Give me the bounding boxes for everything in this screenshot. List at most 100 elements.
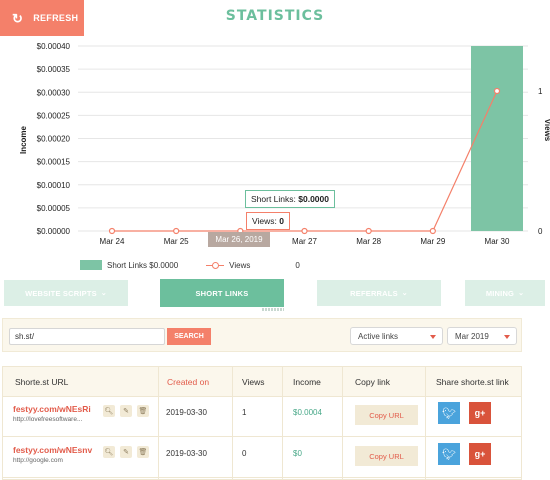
google-plus-icon: g+ [474, 408, 486, 418]
tab-short-links[interactable]: SHORT LINKS [160, 279, 284, 307]
links-filter-select[interactable]: Active links [350, 327, 443, 345]
twitter-icon: 🐦︎ [442, 407, 456, 420]
search-button[interactable]: SEARCH [167, 328, 211, 345]
income-value: $0 [293, 449, 302, 458]
page-title: STATISTICS [225, 8, 325, 24]
refresh-label: REFRESH [33, 13, 79, 23]
search-icon[interactable]: 🔍︎ [103, 446, 115, 458]
created-date: 2019-03-30 [166, 449, 207, 458]
trash-icon[interactable]: 🗑︎ [137, 446, 149, 458]
income-value: $0.0004 [293, 408, 322, 417]
point-views [365, 227, 372, 235]
legend-label-short-links: Short Links $0.0000 [107, 260, 179, 270]
x-tick-label: Mar 25 [164, 237, 189, 246]
caret-down-icon [504, 334, 510, 339]
legend-swatch-short-links [80, 260, 102, 270]
point-views [173, 227, 180, 235]
line-views [112, 90, 498, 232]
y-tick-label: $0.00030 [37, 88, 71, 97]
column-header-share: Share shorte.st link [436, 377, 509, 387]
legend-views-total: 0 [295, 260, 300, 270]
x-tick-label: Mar 27 [292, 237, 317, 246]
tab-website-scripts[interactable]: WEBSITE SCRIPTS ⌄ [4, 280, 128, 306]
tooltip-short-links: Short Links: $0.0000 [245, 190, 335, 208]
y-tick-label: $0.00005 [37, 204, 71, 213]
y2-tick-label: 0 [538, 227, 543, 236]
tooltip-links-value: $0.0000 [298, 194, 329, 204]
original-url: http://lovefreesoftware... [13, 416, 83, 423]
tooltip-views-label: Views: [252, 216, 277, 226]
refresh-icon: ↻ [12, 10, 24, 26]
month-filter-value: Mar 2019 [455, 331, 489, 341]
y-axis-title: Income [19, 125, 28, 154]
chevron-down-icon: ⌄ [100, 290, 107, 297]
tab-mining[interactable]: MINING ⌄ [465, 280, 545, 306]
tab-label: MINING [485, 288, 515, 298]
column-header-copy: Copy link [355, 377, 390, 387]
bar-short-links [471, 46, 523, 231]
original-url: http://google.com [13, 457, 63, 464]
column-header-views[interactable]: Views [242, 377, 265, 387]
highlighted-date-label: Mar 26, 2019 [208, 232, 270, 247]
y-tick-label: $0.00035 [37, 65, 71, 74]
column-header-url[interactable]: Shorte.st URL [15, 377, 69, 387]
y-tick-label: $0.00025 [37, 111, 71, 120]
google-plus-icon: g+ [474, 449, 486, 459]
point-views [429, 227, 436, 235]
chart-legend: Short Links $0.0000 Views 0 [80, 260, 300, 270]
created-date: 2019-03-30 [166, 408, 207, 417]
statistics-chart: $0.00000$0.00005$0.00010$0.00015$0.00020… [19, 42, 550, 246]
y-tick-label: $0.00000 [37, 227, 71, 236]
column-header-created[interactable]: Created on [167, 377, 210, 387]
point-views [493, 87, 501, 95]
tab-label: WEBSITE SCRIPTS [25, 288, 97, 298]
y-tick-label: $0.00015 [37, 158, 71, 167]
views-count: 0 [242, 449, 247, 458]
short-url-link[interactable]: festyy.com/wNEsnv [13, 445, 93, 455]
point-views [301, 227, 308, 235]
twitter-icon: 🐦︎ [442, 448, 456, 461]
google-plus-share-button[interactable]: g+ [469, 443, 491, 465]
table-header: Shorte.st URL Created on Views Income Co… [3, 367, 521, 397]
table-row: festyy.com/wNEsRi http://lovefreesoftwar… [3, 397, 521, 437]
twitter-share-button[interactable]: 🐦︎ [438, 402, 460, 424]
x-tick-label: Mar 30 [485, 237, 510, 246]
search-icon[interactable]: 🔍︎ [103, 405, 115, 417]
search-input[interactable]: sh.st/ [9, 328, 165, 345]
edit-icon[interactable]: ✎ [120, 446, 132, 458]
legend-swatch-views [206, 260, 225, 270]
column-header-income[interactable]: Income [293, 377, 321, 387]
y-tick-label: $0.00020 [37, 135, 71, 144]
twitter-share-button[interactable]: 🐦︎ [438, 443, 460, 465]
month-filter-select[interactable]: Mar 2019 [447, 327, 517, 345]
trash-icon[interactable]: 🗑︎ [137, 405, 149, 417]
tab-label: REFERRALS [350, 288, 398, 298]
edit-icon[interactable]: ✎ [120, 405, 132, 417]
google-plus-share-button[interactable]: g+ [469, 402, 491, 424]
caret-down-icon [430, 334, 436, 339]
short-url-link[interactable]: festyy.com/wNEsRi [13, 404, 91, 414]
y-tick-label: $0.00040 [37, 42, 71, 51]
views-count: 1 [242, 408, 247, 417]
links-filter-value: Active links [358, 331, 399, 341]
links-table: Shorte.st URL Created on Views Income Co… [2, 366, 522, 480]
refresh-button[interactable]: ↻ REFRESH [0, 0, 84, 36]
x-tick-label: Mar 28 [356, 237, 381, 246]
tooltip-views: Views: 0 [246, 212, 290, 230]
x-tick-label: Mar 24 [100, 237, 125, 246]
point-views [108, 227, 116, 235]
copy-url-button[interactable]: Copy URL [355, 446, 418, 466]
tooltip-views-value: 0 [279, 216, 284, 226]
y2-tick-label: 1 [538, 87, 543, 96]
tab-referrals[interactable]: REFERRALS ⌄ [317, 280, 441, 306]
tooltip-links-label: Short Links: [251, 194, 296, 204]
table-row: festyy.com/wNEsnv http://google.com 🔍︎ ✎… [3, 438, 521, 478]
chevron-down-icon: ⌄ [401, 290, 408, 297]
copy-url-button[interactable]: Copy URL [355, 405, 418, 425]
x-tick-label: Mar 29 [420, 237, 445, 246]
tab-label: SHORT LINKS [195, 288, 249, 298]
chevron-down-icon: ⌄ [518, 290, 525, 297]
legend-label-views: Views [229, 260, 251, 270]
filter-bar: sh.st/ SEARCH Active links Mar 2019 [2, 318, 522, 352]
y2-axis-title: Views [543, 119, 550, 142]
